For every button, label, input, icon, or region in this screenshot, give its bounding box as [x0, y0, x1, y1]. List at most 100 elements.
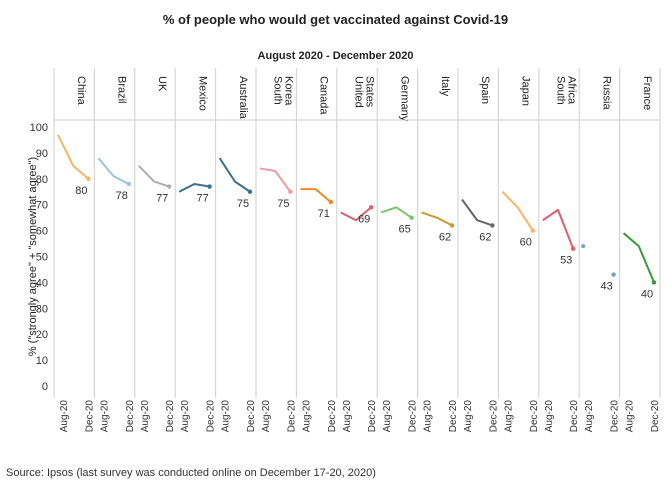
series-line: [501, 191, 534, 232]
x-tick-label: Dec-20: [286, 400, 297, 433]
country-label: Germany: [398, 76, 410, 122]
series-line: [300, 188, 332, 203]
series-line: [97, 157, 130, 185]
end-value-label: 80: [75, 185, 87, 197]
x-tick-label: Aug-20: [261, 400, 272, 433]
country-label: China: [75, 76, 87, 106]
y-axis-label: % ("strongly agree" + "somewhat agree"): [27, 157, 39, 356]
end-point: [288, 189, 293, 194]
x-tick-label: Aug-20: [463, 400, 474, 433]
y-tick-label: 80: [36, 174, 48, 186]
end-point: [571, 246, 576, 251]
country-label: Australia: [237, 76, 249, 120]
end-point: [126, 181, 131, 187]
country-label: UK: [156, 76, 168, 92]
country-label: Canada: [318, 76, 330, 115]
x-tick-label: Dec-20: [569, 400, 580, 433]
x-tick-label: Dec-20: [165, 400, 176, 433]
end-point: [207, 184, 212, 189]
end-point: [328, 199, 333, 205]
x-tick-label: Aug-20: [180, 400, 191, 433]
end-value-label: 60: [520, 237, 532, 249]
y-tick-label: 90: [36, 148, 48, 160]
x-tick-label: Dec-20: [448, 400, 459, 433]
country-label: Spain: [479, 76, 491, 104]
x-tick-label: Dec-20: [327, 400, 338, 433]
country-label: Mexico: [196, 76, 208, 111]
end-value-label: 78: [116, 190, 128, 202]
end-value-label: 65: [398, 224, 410, 236]
series-line: [259, 167, 292, 193]
y-tick-label: 10: [36, 355, 48, 367]
country-label: France: [641, 76, 653, 110]
end-point: [247, 189, 253, 194]
x-tick-label: Aug-20: [342, 400, 353, 433]
series-line: [57, 134, 90, 180]
x-tick-label: Dec-20: [367, 400, 378, 433]
country-label: Japan: [520, 76, 532, 106]
end-point: [86, 176, 91, 181]
country-label: Russia: [600, 76, 612, 111]
end-point: [167, 184, 172, 189]
x-tick-label: Aug-20: [221, 400, 232, 433]
x-tick-label: Aug-20: [625, 400, 636, 433]
country-label: States: [364, 76, 376, 108]
series-line: [542, 208, 575, 250]
x-tick-label: Aug-20: [382, 400, 393, 433]
end-value-label: 53: [560, 255, 572, 267]
end-value-label: 77: [196, 193, 208, 205]
country-label: South: [555, 76, 567, 105]
country-label: Brazil: [116, 76, 128, 104]
y-tick-label: 20: [36, 329, 48, 341]
x-tick-label: Dec-20: [246, 400, 257, 433]
country-label: Italy: [439, 76, 451, 97]
series-line: [218, 157, 251, 193]
country-label: Korea: [283, 76, 295, 106]
x-tick-label: Dec-20: [488, 400, 499, 433]
end-value-label: 71: [318, 208, 330, 220]
series-line: [178, 182, 210, 193]
end-value-label: 75: [277, 198, 289, 210]
end-value-label: 62: [479, 231, 491, 243]
x-tick-label: Aug-20: [301, 400, 312, 433]
x-tick-label: Aug-20: [584, 400, 595, 433]
end-value-label: 77: [156, 193, 168, 205]
y-tick-label: 60: [36, 226, 48, 238]
chart-subtitle: August 2020 - December 2020: [257, 50, 414, 62]
x-tick-label: Dec-20: [206, 400, 217, 433]
end-value-label: 69: [358, 213, 370, 225]
y-tick-label: 100: [30, 122, 48, 134]
x-tick-label: Aug-20: [99, 400, 110, 433]
x-tick-label: Dec-20: [408, 400, 419, 433]
country-label: United: [353, 76, 365, 108]
end-point: [449, 223, 455, 228]
y-tick-label: 70: [36, 200, 48, 212]
series-point: [581, 244, 586, 249]
x-tick-label: Dec-20: [610, 400, 621, 433]
y-tick-label: 40: [36, 277, 48, 289]
y-tick-label: 50: [36, 252, 48, 264]
x-tick-label: Dec-20: [650, 400, 661, 433]
end-point: [530, 228, 535, 233]
series-line: [421, 211, 453, 227]
x-tick-label: Dec-20: [84, 400, 95, 433]
x-tick-label: Aug-20: [59, 400, 70, 433]
y-tick-label: 0: [42, 381, 48, 393]
x-tick-label: Dec-20: [529, 400, 540, 433]
series-line: [138, 165, 170, 188]
end-value-label: 62: [439, 231, 451, 243]
end-value-label: 40: [641, 288, 653, 300]
x-tick-label: Aug-20: [140, 400, 151, 433]
series-line: [461, 198, 493, 227]
end-point: [651, 280, 657, 285]
source-note: Source: Ipsos (last survey was conducted…: [6, 467, 376, 479]
country-label: South: [272, 76, 284, 105]
chart-title: % of people who would get vaccinated aga…: [162, 12, 509, 27]
x-tick-label: Aug-20: [503, 400, 514, 433]
country-label: Africa: [566, 76, 578, 105]
end-point: [409, 215, 414, 220]
end-value-label: 75: [237, 198, 249, 210]
end-point: [369, 205, 374, 210]
x-tick-label: Aug-20: [544, 400, 555, 433]
